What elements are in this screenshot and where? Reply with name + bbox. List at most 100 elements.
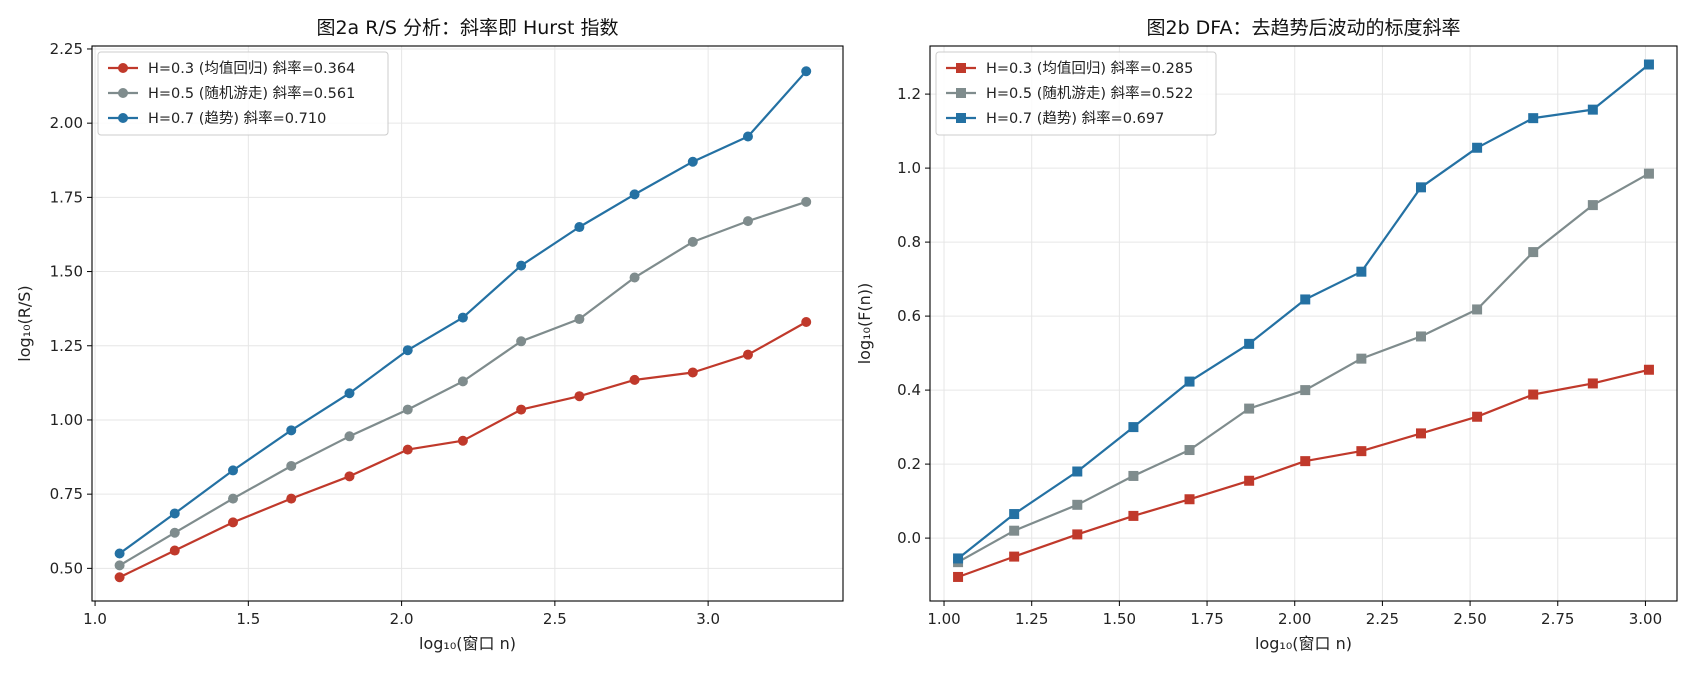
data-point bbox=[1528, 389, 1539, 400]
y-axis-label: log₁₀(F(n)) bbox=[855, 283, 874, 365]
data-point bbox=[1184, 494, 1195, 505]
x-tick-label: 2.50 bbox=[1453, 610, 1486, 628]
data-point bbox=[1643, 364, 1654, 375]
data-point bbox=[1244, 338, 1255, 349]
data-point bbox=[742, 216, 753, 227]
x-tick-label: 2.5 bbox=[543, 610, 567, 628]
data-point bbox=[1128, 422, 1139, 433]
data-point bbox=[1072, 466, 1083, 477]
y-tick-label: 0.6 bbox=[897, 307, 921, 325]
data-point bbox=[1415, 182, 1426, 193]
data-point bbox=[1244, 403, 1255, 414]
data-point bbox=[1009, 509, 1020, 520]
data-point bbox=[1415, 428, 1426, 439]
x-tick-label: 1.0 bbox=[83, 610, 107, 628]
y-tick-label: 1.75 bbox=[50, 188, 83, 206]
series-line-0 bbox=[957, 368, 1650, 579]
data-point bbox=[1300, 294, 1311, 305]
chart-title: 图2b DFA：去趋势后波动的标度斜率 bbox=[1146, 17, 1460, 39]
data-point bbox=[457, 376, 468, 387]
legend-swatch-marker bbox=[118, 113, 128, 123]
x-tick-label: 1.5 bbox=[236, 610, 260, 628]
data-point bbox=[114, 572, 125, 583]
data-point bbox=[687, 236, 698, 247]
data-point bbox=[1072, 499, 1083, 510]
data-point bbox=[228, 493, 239, 504]
data-point bbox=[1009, 551, 1020, 562]
legend bbox=[97, 51, 389, 136]
y-tick-label: 0.2 bbox=[897, 455, 921, 473]
data-point bbox=[1356, 353, 1367, 364]
data-point bbox=[742, 349, 753, 360]
x-tick-label: 2.0 bbox=[390, 610, 414, 628]
x-tick-label: 3.00 bbox=[1629, 610, 1662, 628]
data-point bbox=[1528, 247, 1539, 258]
data-point bbox=[1356, 446, 1367, 457]
data-point bbox=[574, 391, 585, 402]
data-point bbox=[1300, 456, 1311, 467]
y-tick-label: 0.50 bbox=[50, 559, 83, 577]
series-line-0 bbox=[119, 321, 807, 579]
y-tick-label: 1.2 bbox=[897, 85, 921, 103]
y-tick-label: 2.25 bbox=[50, 40, 83, 58]
y-tick-label: 2.00 bbox=[50, 114, 83, 132]
series-line-2 bbox=[957, 63, 1650, 560]
data-point bbox=[953, 553, 964, 564]
y-tick-label: 0.4 bbox=[897, 381, 921, 399]
legend-entry-label: H=0.5 (随机游走) 斜率=0.561 bbox=[148, 85, 355, 102]
data-point bbox=[1472, 411, 1483, 422]
data-point bbox=[1643, 168, 1654, 179]
plot-area-frame bbox=[929, 45, 1678, 602]
data-point bbox=[1587, 378, 1598, 389]
legend-swatch-marker bbox=[956, 63, 966, 73]
data-point bbox=[228, 465, 239, 476]
data-point bbox=[516, 404, 527, 415]
legend-entry-label: H=0.5 (随机游走) 斜率=0.522 bbox=[986, 85, 1193, 102]
x-tick-label: 2.00 bbox=[1278, 610, 1311, 628]
data-point bbox=[457, 312, 468, 323]
data-point bbox=[687, 367, 698, 378]
data-point bbox=[1472, 142, 1483, 153]
chart-title: 图2a R/S 分析：斜率即 Hurst 指数 bbox=[316, 17, 618, 39]
series-line-2 bbox=[118, 70, 808, 555]
legend bbox=[935, 51, 1217, 136]
data-point bbox=[1184, 445, 1195, 456]
legend-swatch-marker bbox=[118, 63, 128, 73]
data-point bbox=[629, 189, 640, 200]
data-point bbox=[402, 404, 413, 415]
data-point bbox=[344, 471, 355, 482]
legend-swatch-marker bbox=[118, 88, 128, 98]
chart-panel-dfa: 1.00 1.25 1.50 1.75 2.00 2.25 2.50 2.75 3.00 0.0 0… bbox=[855, 17, 1678, 653]
data-point bbox=[1244, 475, 1255, 486]
data-point bbox=[1128, 510, 1139, 521]
data-point bbox=[1587, 200, 1598, 211]
plot-area-frame bbox=[91, 45, 844, 602]
data-point bbox=[402, 345, 413, 356]
data-point bbox=[344, 431, 355, 442]
y-tick-label: 0.8 bbox=[897, 233, 921, 251]
data-point bbox=[286, 425, 297, 436]
x-tick-label: 2.75 bbox=[1541, 610, 1574, 628]
x-tick-label: 1.00 bbox=[927, 610, 960, 628]
data-point bbox=[1300, 385, 1311, 396]
data-point bbox=[953, 571, 964, 582]
legend-swatch-marker bbox=[956, 88, 966, 98]
data-point bbox=[1643, 59, 1654, 70]
x-tick-label: 1.75 bbox=[1190, 610, 1223, 628]
y-tick-label: 1.50 bbox=[50, 263, 83, 281]
data-point bbox=[457, 435, 468, 446]
data-point bbox=[516, 260, 527, 271]
legend-entry-label: H=0.7 (趋势) 斜率=0.697 bbox=[986, 110, 1164, 127]
legend-entry-label: H=0.3 (均值回归) 斜率=0.285 bbox=[986, 60, 1193, 77]
data-point bbox=[1472, 304, 1483, 315]
data-point bbox=[402, 444, 413, 455]
y-tick-label: 0.0 bbox=[897, 529, 921, 547]
data-point bbox=[1184, 376, 1195, 387]
data-point bbox=[1587, 104, 1598, 115]
data-point bbox=[801, 317, 812, 328]
data-point bbox=[228, 517, 239, 528]
x-tick-label: 3.0 bbox=[696, 610, 720, 628]
data-point bbox=[1072, 529, 1083, 540]
